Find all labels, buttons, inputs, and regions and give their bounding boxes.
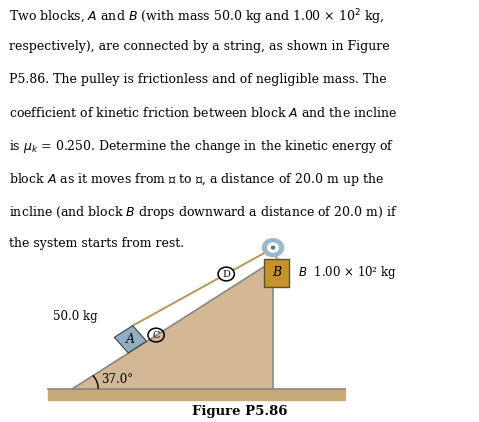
- Text: incline (and block $B$ drops downward a distance of 20.0 m) if: incline (and block $B$ drops downward a …: [9, 204, 397, 221]
- Text: B: B: [272, 266, 282, 279]
- Text: 50.0 kg: 50.0 kg: [53, 311, 98, 324]
- Text: coefficient of kinetic friction between block $A$ and the incline: coefficient of kinetic friction between …: [9, 106, 397, 119]
- Text: Figure P5.86: Figure P5.86: [192, 405, 287, 418]
- Circle shape: [262, 239, 284, 257]
- Text: block $A$ as it moves from Ⓢ to Ⓓ, a distance of 20.0 m up the: block $A$ as it moves from Ⓢ to Ⓓ, a dis…: [9, 171, 384, 188]
- Circle shape: [218, 267, 234, 281]
- Text: C: C: [152, 330, 160, 340]
- Polygon shape: [72, 260, 273, 389]
- Text: A: A: [126, 333, 135, 346]
- Text: respectively), are connected by a string, as shown in Figure: respectively), are connected by a string…: [9, 40, 389, 53]
- Text: $B$  1.00 × 10² kg: $B$ 1.00 × 10² kg: [298, 264, 397, 281]
- FancyBboxPatch shape: [264, 259, 289, 287]
- Text: Two blocks, $A$ and $B$ (with mass 50.0 kg and 1.00 × 10$^2$ kg,: Two blocks, $A$ and $B$ (with mass 50.0 …: [9, 7, 384, 27]
- Text: the system starts from rest.: the system starts from rest.: [9, 237, 184, 250]
- Text: 37.0°: 37.0°: [102, 373, 134, 386]
- Polygon shape: [114, 326, 147, 353]
- Text: D: D: [222, 270, 230, 279]
- Text: P5.86. The pulley is frictionless and of negligible mass. The: P5.86. The pulley is frictionless and of…: [9, 73, 386, 86]
- Text: is $\mu_k$ = 0.250. Determine the change in the kinetic energy of: is $\mu_k$ = 0.250. Determine the change…: [9, 138, 394, 155]
- Circle shape: [268, 243, 278, 252]
- Circle shape: [272, 246, 274, 249]
